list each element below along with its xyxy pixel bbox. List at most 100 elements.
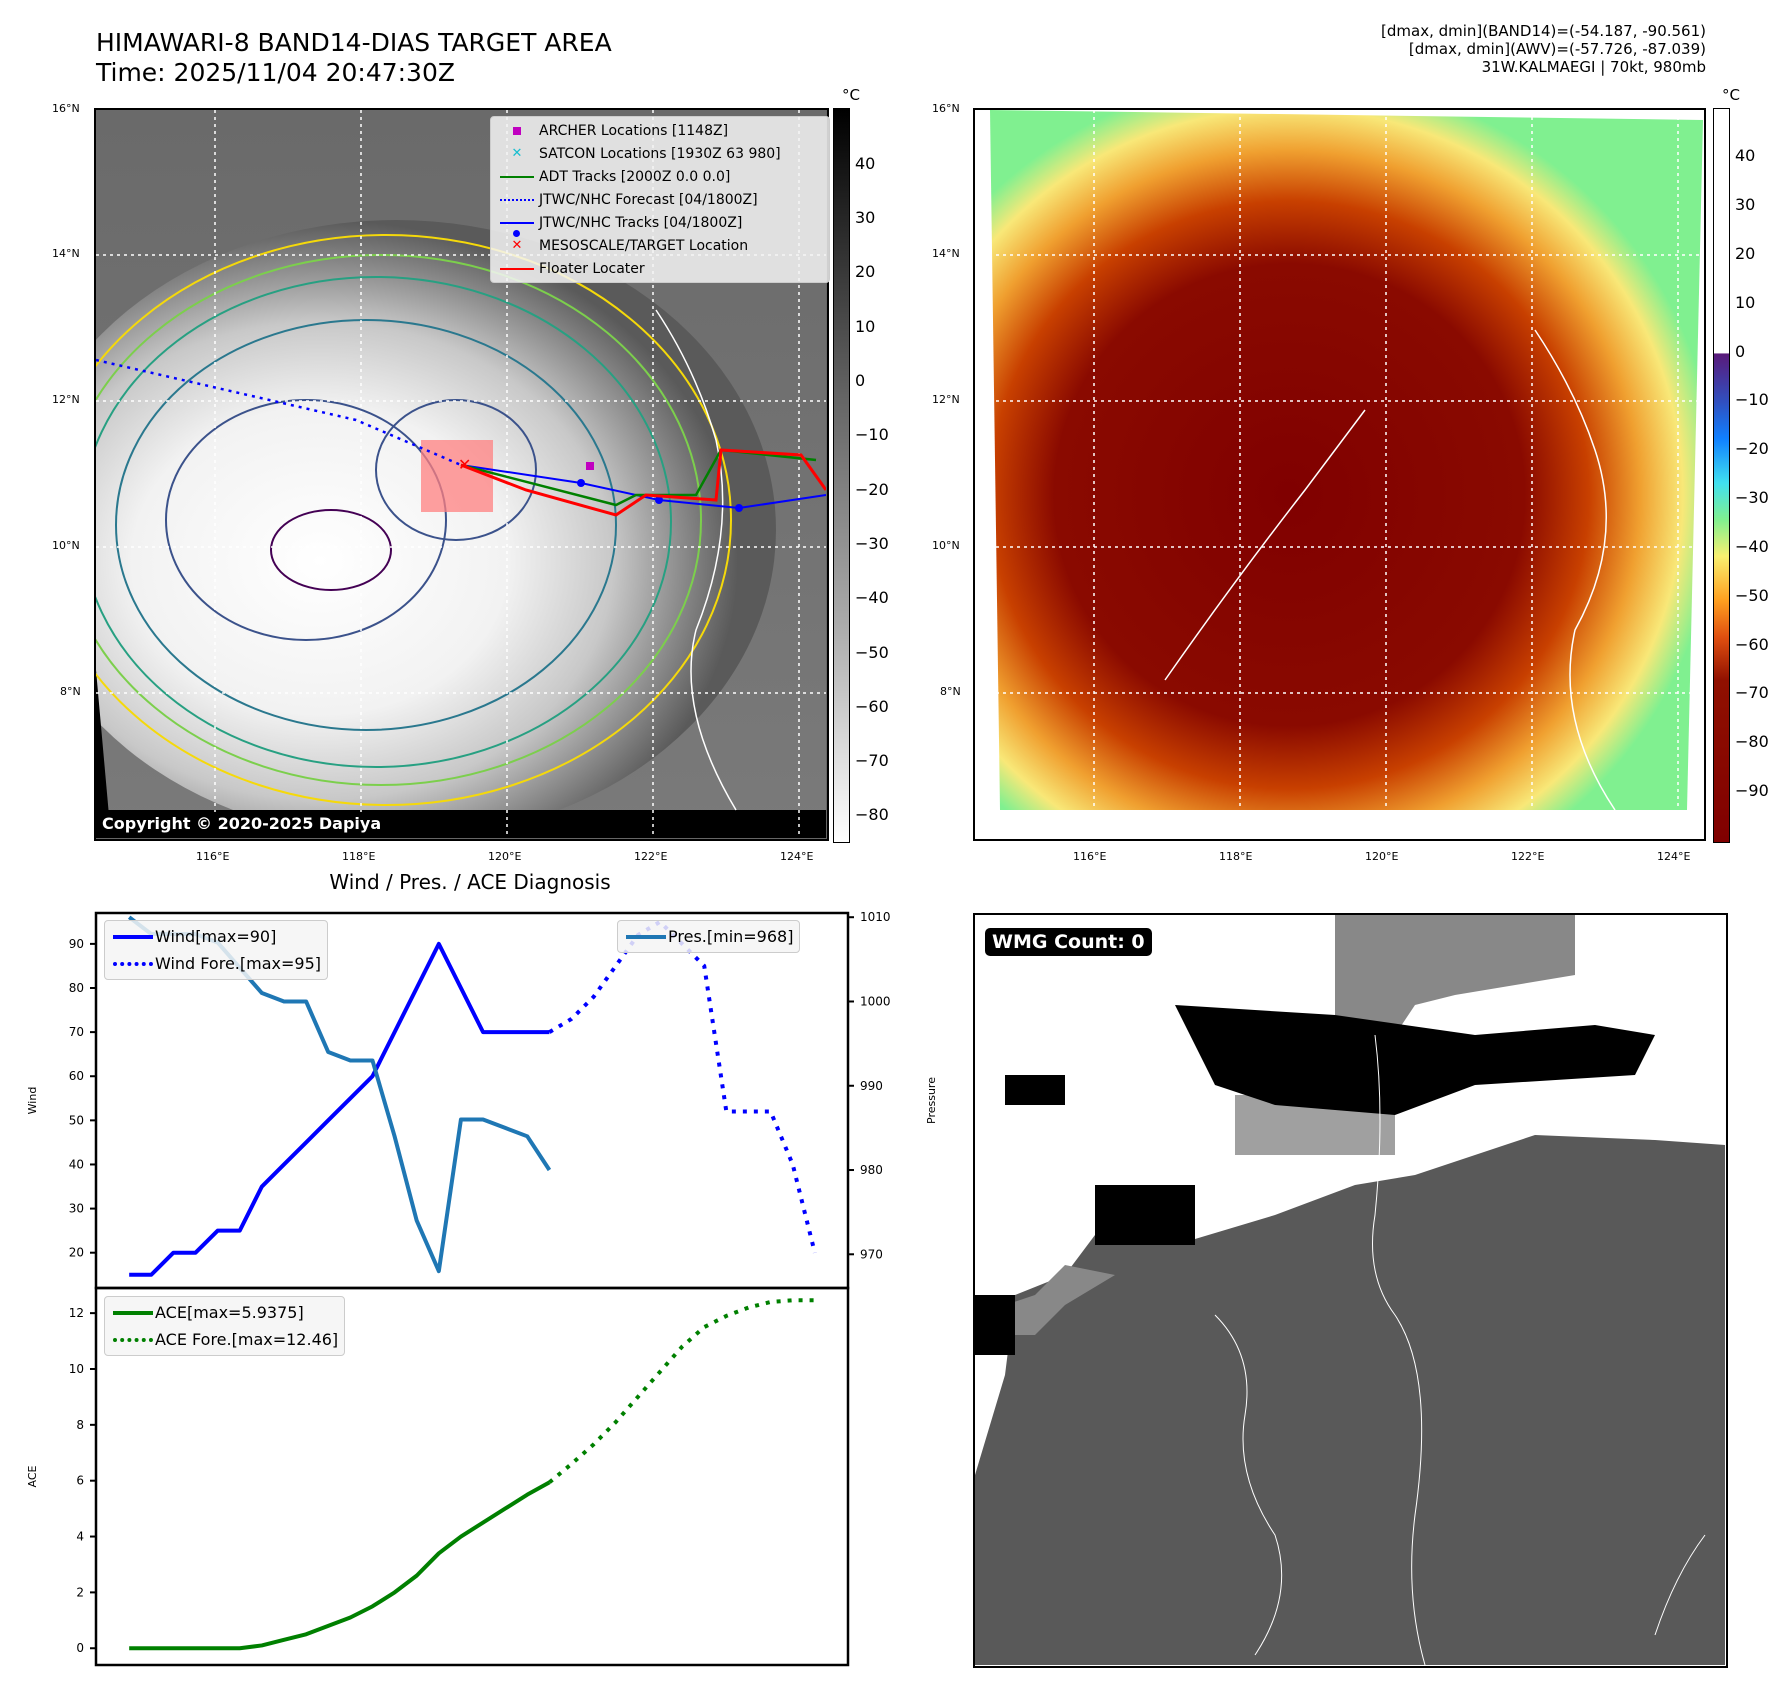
left-colorbar-tick: −80 <box>855 805 889 825</box>
right-lon-tick-116: 116°E <box>1073 850 1107 863</box>
right-colorbar-tick: −30 <box>1735 488 1769 508</box>
left-colorbar-tick: 30 <box>855 208 876 228</box>
copyright-label: Copyright © 2020-2025 Dapiya <box>96 812 388 835</box>
title-line-1: HIMAWARI-8 BAND14-DIAS TARGET AREA <box>96 28 612 57</box>
legend-item-wind: Wind[max=90] <box>111 923 321 950</box>
legend-item-ace: ACE[max=5.9375] <box>111 1299 338 1326</box>
left-colorbar-tick: 0 <box>855 370 866 390</box>
right-colorbar-tick: −80 <box>1735 732 1769 752</box>
magenta-square-icon <box>495 126 539 135</box>
red-x-icon: ✕ <box>511 238 523 253</box>
right-colorbar-tick: −60 <box>1735 634 1769 654</box>
right-lat-tick-12: 12°N <box>932 393 960 406</box>
right-colorbar-tick: −50 <box>1735 585 1769 605</box>
ace-y-tick-label: 10 <box>69 1362 84 1376</box>
ace-y-tick-label: 0 <box>76 1641 84 1655</box>
left-colorbar-tick: 20 <box>855 262 876 282</box>
right-colorbar-tick: 10 <box>1735 292 1756 312</box>
ace-y-tick-label: 4 <box>76 1530 84 1544</box>
ace-plot-frame <box>94 1286 850 1667</box>
wind-y-tick-label: 30 <box>69 1202 84 1216</box>
wmg-map-image <box>975 915 1725 1665</box>
wind-y-tick-label: 20 <box>69 1246 84 1260</box>
pressure-y-tick-label: 1000 <box>860 994 891 1008</box>
info-storm-summary: 31W.KALMAEGI | 70kt, 980mb <box>1481 58 1706 76</box>
cyan-x-icon: ✕ <box>511 146 523 161</box>
left-colorbar-tick: −70 <box>855 751 889 771</box>
mesoscale-target-marker: ✕ <box>458 455 471 474</box>
map-legend: ARCHER Locations [1148Z] ✕ SATCON Locati… <box>490 116 830 283</box>
diagnosis-title: Wind / Pres. / ACE Diagnosis <box>329 870 611 894</box>
right-colorbar-tick: −10 <box>1735 390 1769 410</box>
jtwc-forecast-track <box>96 358 462 467</box>
wind-y-tick-label: 70 <box>69 1025 84 1039</box>
info-band14-range: [dmax, dmin](BAND14)=(-54.187, -90.561) <box>1381 22 1706 40</box>
right-colorbar-tick: 40 <box>1735 146 1756 166</box>
right-lon-tick-124: 124°E <box>1657 850 1691 863</box>
ace-legend: ACE[max=5.9375] ACE Fore.[max=12.46] <box>104 1296 346 1356</box>
left-colorbar-tick: −30 <box>855 533 889 553</box>
right-colorbar <box>1713 108 1730 843</box>
legend-item-pressure: Pres.[min=968] <box>624 923 793 950</box>
right-colorbar-ticks: 40 30 20 10 0 −10 −20 −30 −40 −50 −60 −70 −80 −90 <box>1735 108 1785 841</box>
storm-info: [dmax, dmin](BAND14)=(-54.187, -90.561) … <box>1381 22 1706 76</box>
right-lon-tick-122: 122°E <box>1511 850 1545 863</box>
blue-line-dot-icon <box>495 221 539 237</box>
right-colorbar-tick: 30 <box>1735 195 1756 215</box>
right-lat-tick-14: 14°N <box>932 247 960 260</box>
left-lat-tick-10: 10°N <box>52 539 80 552</box>
left-colorbar-ticks: 40 30 20 10 0 −10 −20 −30 −40 −50 −60 −70 −80 <box>855 108 915 841</box>
legend-item-wind-fore: Wind Fore.[max=95] <box>111 950 321 977</box>
legend-item-mesoscale: ✕ MESOSCALE/TARGET Location <box>495 234 825 257</box>
legend-item-ace-fore: ACE Fore.[max=12.46] <box>111 1326 338 1353</box>
wmg-count-badge: WMG Count: 0 <box>985 928 1152 956</box>
right-lon-tick-118: 118°E <box>1219 850 1253 863</box>
wmg-panel <box>973 913 1728 1668</box>
series-line-wind-forecast <box>548 919 817 1254</box>
pressure-axis-label: Pressure <box>925 1077 938 1124</box>
left-colorbar-tick: −10 <box>855 425 889 445</box>
wind-y-tick-label: 90 <box>69 937 84 951</box>
archer-location-marker <box>586 462 594 470</box>
wind-y-tick-label: 80 <box>69 981 84 995</box>
left-lat-tick-8: 8°N <box>60 685 81 698</box>
right-colorbar-tick: 0 <box>1735 341 1746 361</box>
right-lat-tick-16: 16°N <box>932 102 960 115</box>
green-line-icon <box>111 1310 155 1315</box>
legend-item-satcon: ✕ SATCON Locations [1930Z 63 980] <box>495 142 825 165</box>
right-colorbar-tick: −40 <box>1735 536 1769 556</box>
left-lon-tick-122: 122°E <box>634 850 668 863</box>
wind-legend: Wind[max=90] Wind Fore.[max=95] <box>104 920 328 980</box>
target-area-box <box>421 440 493 512</box>
left-lat-tick-16: 16°N <box>52 102 80 115</box>
awv-map-panel <box>973 108 1706 841</box>
blue-dotted-line-icon <box>495 198 539 201</box>
legend-item-jtwc-forecast: JTWC/NHC Forecast [04/1800Z] <box>495 188 825 211</box>
right-colorbar-unit: °C <box>1722 86 1740 104</box>
right-colorbar-tick: −20 <box>1735 439 1769 459</box>
figure-title: HIMAWARI-8 BAND14-DIAS TARGET AREA Time:… <box>96 28 612 88</box>
green-dotted-line-icon <box>111 1337 155 1342</box>
wind-axis-label: Wind <box>26 1087 39 1115</box>
wind-y-tick-label: 60 <box>69 1069 84 1083</box>
info-awv-range: [dmax, dmin](AWV)=(-57.726, -87.039) <box>1408 40 1706 58</box>
left-colorbar-tick: −40 <box>855 588 889 608</box>
wind-y-tick-label: 40 <box>69 1157 84 1171</box>
ace-y-tick-label: 8 <box>76 1418 84 1432</box>
steelblue-line-icon <box>624 934 668 939</box>
series-line-wind <box>129 941 550 1277</box>
left-colorbar-unit: °C <box>842 86 860 104</box>
blue-line-icon <box>111 934 155 939</box>
left-colorbar-tick: −50 <box>855 642 889 662</box>
pressure-legend: Pres.[min=968] <box>617 920 801 953</box>
right-lat-tick-8: 8°N <box>940 685 961 698</box>
title-line-2: Time: 2025/11/04 20:47:30Z <box>96 58 455 87</box>
left-colorbar-tick: −20 <box>855 479 889 499</box>
right-lon-tick-120: 120°E <box>1365 850 1399 863</box>
left-lat-tick-14: 14°N <box>52 247 80 260</box>
legend-item-jtwc-tracks: JTWC/NHC Tracks [04/1800Z] <box>495 211 825 237</box>
floater-track <box>460 448 826 517</box>
red-line-icon <box>495 267 539 270</box>
left-colorbar-tick: 10 <box>855 316 876 336</box>
